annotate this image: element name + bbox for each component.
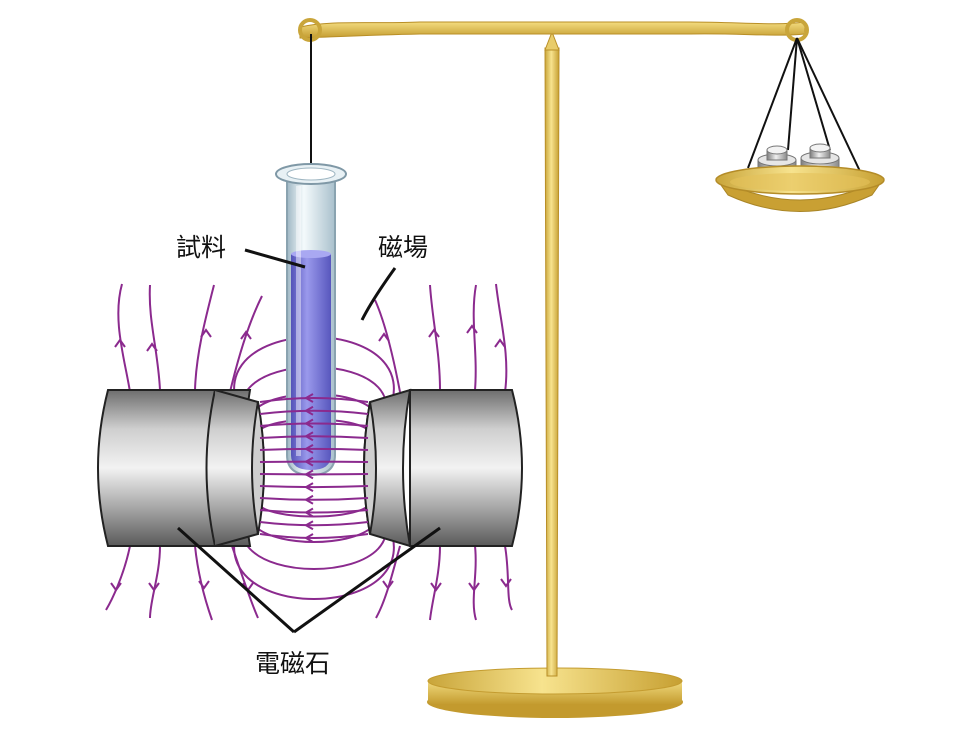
- gap-field-lines: [259, 393, 369, 543]
- field-line-outer-lower: [429, 545, 441, 621]
- electromagnet-label: 電磁石: [255, 649, 331, 678]
- field-arrowhead: [303, 405, 314, 416]
- field-arrowhead: [303, 431, 314, 442]
- tube-opening: [286, 167, 336, 181]
- field-line-outer-upper: [472, 284, 477, 391]
- electromagnet-left: [97, 389, 265, 547]
- field-line-outer-lower: [105, 545, 131, 611]
- field-arrowhead: [466, 324, 478, 334]
- field-line-outer-upper: [194, 284, 215, 391]
- test-tube: [275, 163, 347, 477]
- field-arrowhead: [382, 580, 394, 590]
- field-line-gap: [259, 435, 369, 439]
- field-arrowhead: [303, 507, 314, 518]
- electromagnet-leader-left: [176, 526, 296, 634]
- field-line-gap: [259, 521, 369, 527]
- field-arrowhead: [146, 342, 158, 352]
- field-line-gap: [259, 422, 369, 427]
- field-arrowhead: [303, 533, 314, 543]
- field-arrowhead: [200, 328, 212, 338]
- field-line-outer-lower: [375, 545, 401, 619]
- field-line-outer-upper: [495, 283, 508, 393]
- field-arrowhead: [303, 494, 314, 505]
- field-arrowhead: [110, 582, 122, 592]
- field-line-outer-upper: [117, 283, 131, 393]
- field-line-gap: [259, 497, 369, 501]
- field-line-outer-upper: [229, 295, 263, 393]
- field-line-gap: [259, 397, 369, 403]
- sample-label: 試料: [176, 233, 227, 262]
- magnet-right-body: [409, 389, 523, 547]
- field-line-outer-upper: [148, 284, 161, 391]
- electromagnet-right: [363, 388, 523, 548]
- field-line-outer-lower: [472, 545, 477, 621]
- field-line-gap: [259, 533, 369, 539]
- field-line-outer-upper: [429, 284, 441, 391]
- field-arrowhead: [114, 338, 126, 348]
- field-line-gap: [259, 485, 369, 489]
- field-arrowhead: [468, 582, 480, 592]
- liquid-surface: [291, 250, 331, 258]
- field-arrowhead: [378, 332, 390, 342]
- pan-strings: [747, 37, 867, 185]
- magnetic-field-label: 磁場: [378, 233, 429, 262]
- balance-pan: [715, 165, 885, 212]
- field-line-gap: [259, 509, 369, 514]
- balance-post-tip: [544, 30, 560, 51]
- field-arrowhead: [428, 328, 440, 338]
- field-line-outer-lower: [149, 545, 161, 619]
- field-arrowhead: [303, 444, 314, 454]
- leader-lines: [176, 248, 441, 634]
- magnet-left-face: [251, 401, 265, 535]
- tube-highlight: [296, 186, 301, 456]
- magnet-left-body: [97, 389, 216, 547]
- field-line-outer-upper: [374, 299, 401, 393]
- field-arrowhead: [500, 578, 512, 588]
- field-arrowhead: [303, 456, 314, 467]
- field-arrowhead: [303, 393, 314, 403]
- field-line-outer-lower: [504, 545, 513, 611]
- field-leader: [360, 267, 397, 321]
- electromagnet-leader-right: [293, 526, 441, 634]
- balance-scale: [298, 18, 885, 718]
- tube-liquid: [291, 254, 331, 470]
- sample-leader: [244, 248, 306, 269]
- field-arrowhead: [303, 469, 314, 480]
- field-loop-lower: [248, 487, 380, 543]
- field-arrowhead: [494, 338, 506, 348]
- field-arrowhead: [148, 582, 160, 592]
- field-arrowhead: [303, 520, 314, 531]
- balance-post: [544, 47, 560, 677]
- field-arrowhead: [240, 330, 252, 340]
- field-line-gap: [259, 409, 369, 415]
- field-arrowhead: [430, 582, 442, 592]
- magnet-right-face: [363, 401, 377, 535]
- field-arrowhead: [303, 418, 314, 429]
- field-line-gap: [259, 447, 369, 451]
- field-arrowhead: [198, 580, 210, 590]
- field-arrowhead: [303, 482, 314, 492]
